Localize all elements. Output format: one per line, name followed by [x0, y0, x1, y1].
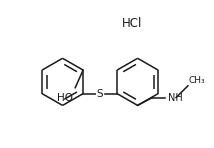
Text: HO: HO — [57, 93, 73, 103]
Text: NH: NH — [168, 92, 183, 103]
Text: CH₃: CH₃ — [189, 76, 206, 85]
Text: S: S — [97, 89, 103, 99]
Text: HCl: HCl — [122, 17, 142, 30]
